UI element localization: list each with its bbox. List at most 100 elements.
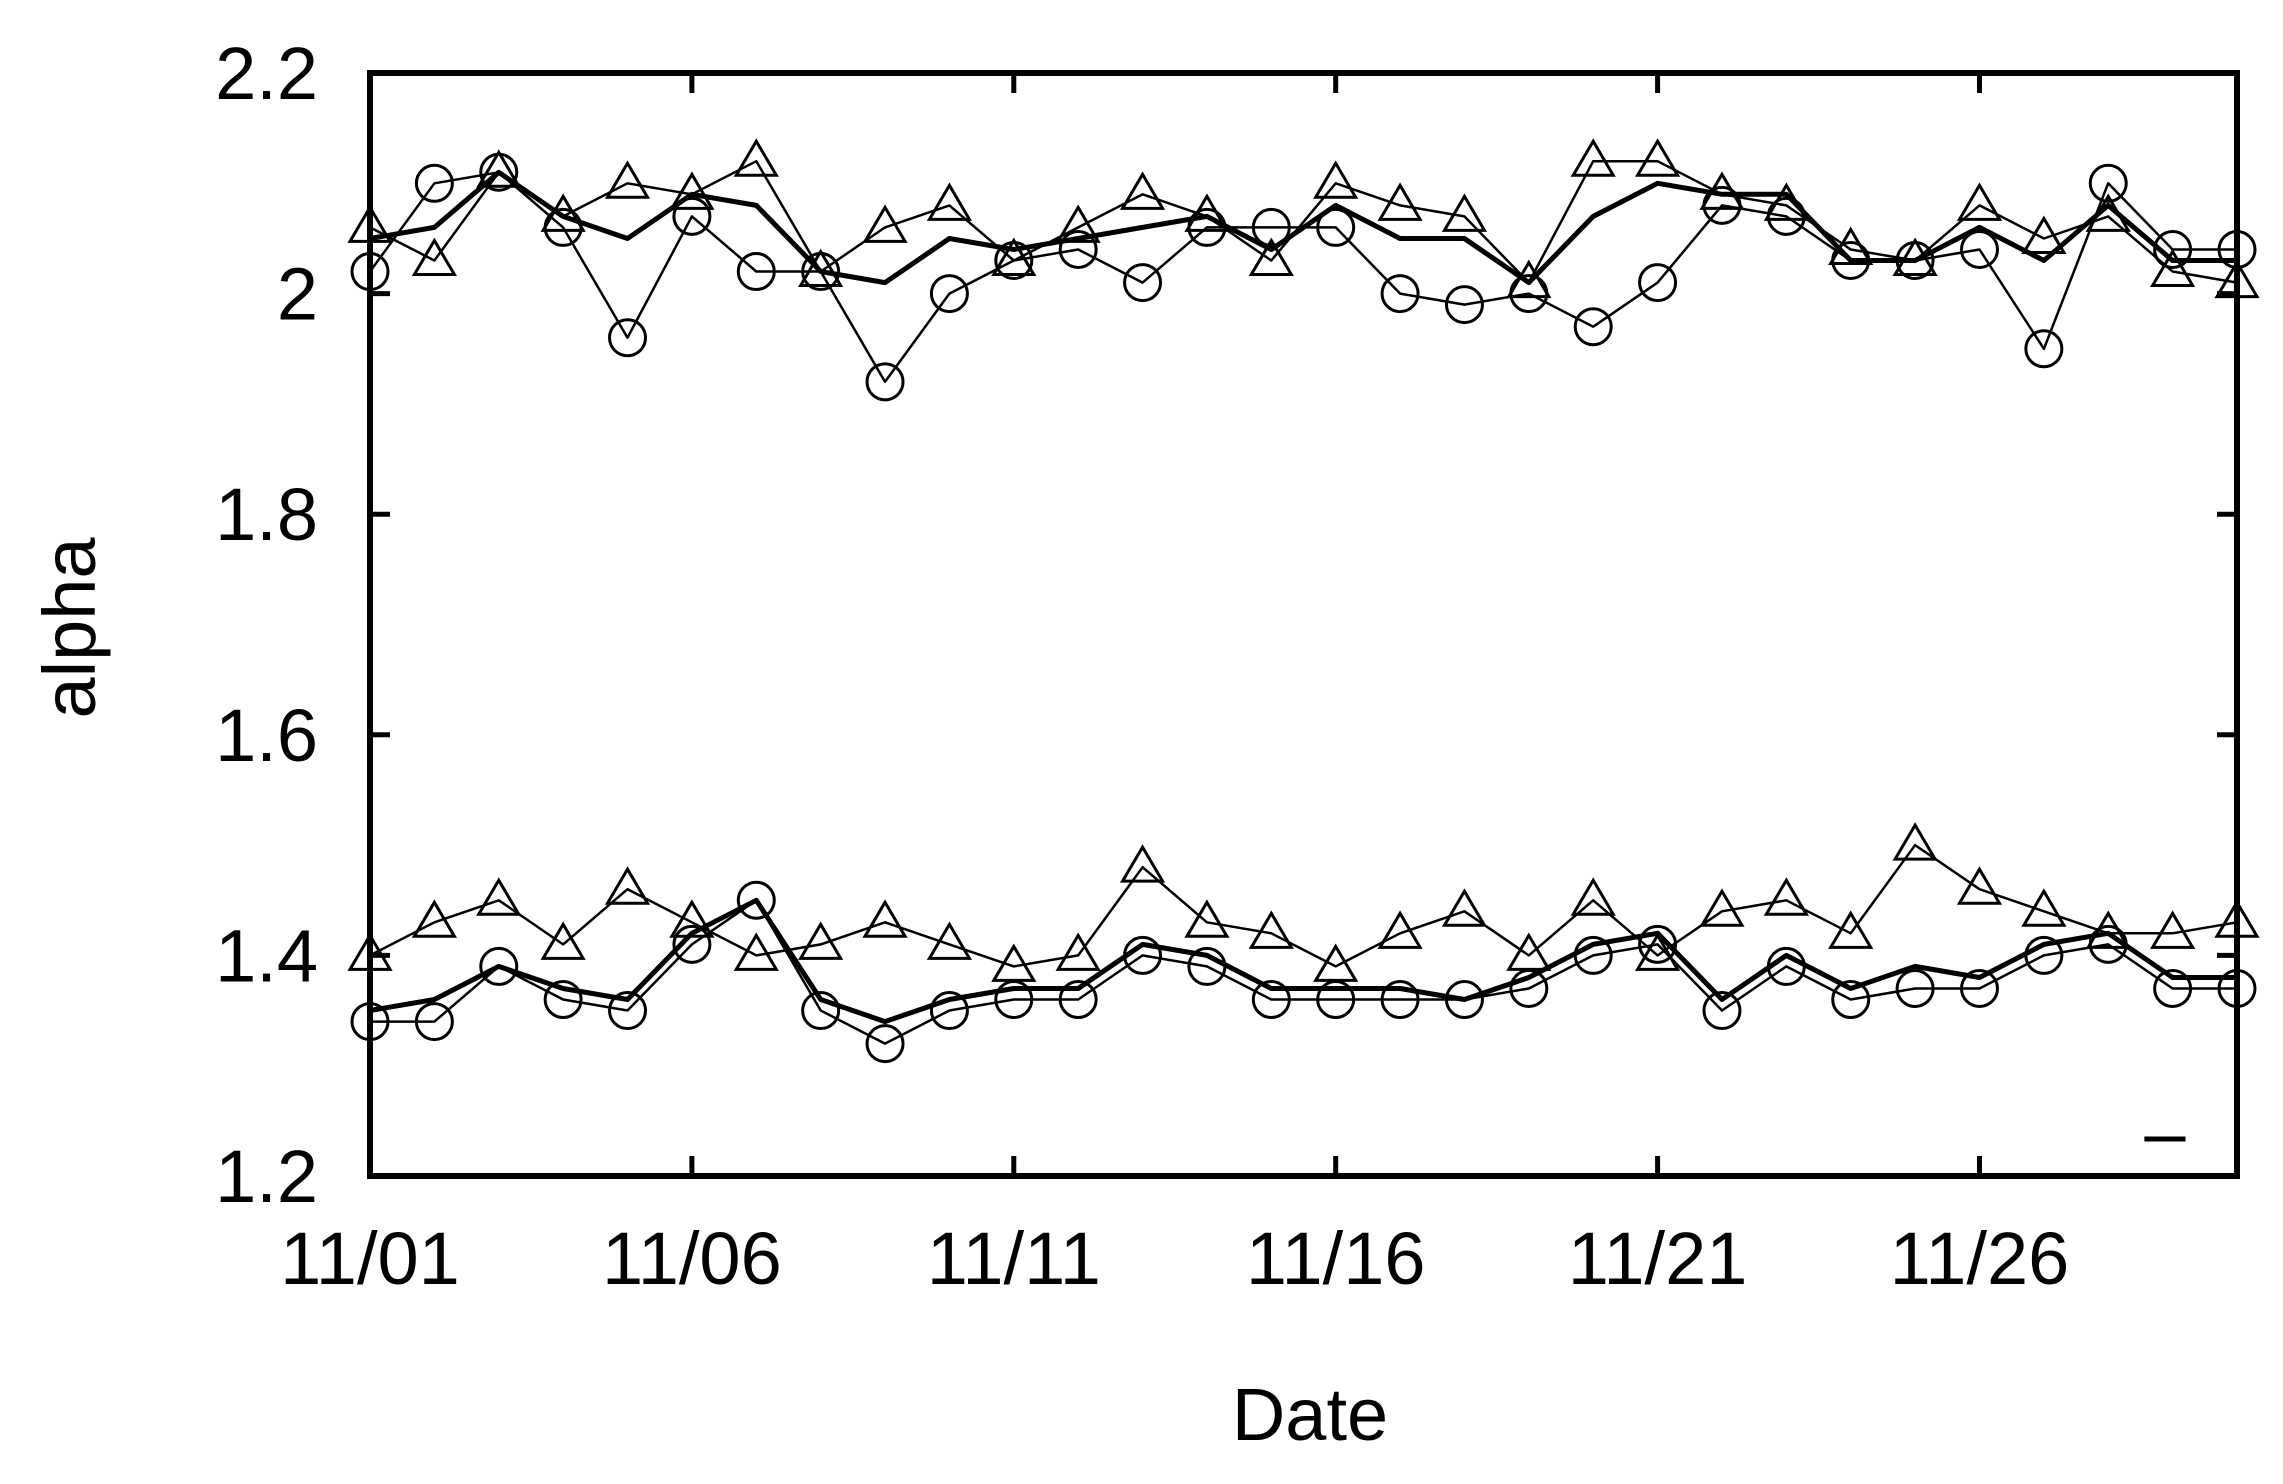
triangle-marker [1828,910,1874,949]
triangle-marker [991,237,1037,277]
triangle-marker [2021,215,2067,254]
triangle-marker [476,149,522,188]
circle-marker [1380,274,1420,314]
series-group [347,138,2260,1064]
triangle-marker [1184,193,1230,232]
y-tick-label: 1.6 [215,694,318,777]
triangle-marker [604,160,651,199]
triangle-marker [862,204,908,243]
circle-marker [608,318,648,358]
series-4 [350,880,2257,1064]
legend-sample: – [2144,1091,2186,1174]
y-tick-label: 2 [277,253,318,336]
circle-marker [1638,263,1678,303]
triangle-marker [476,877,522,916]
circle-marker [1123,263,1163,303]
series-6 [369,897,2237,1025]
plot-frame [367,70,2240,1179]
triangle-marker [991,943,1037,982]
triangle-marker [1506,259,1552,299]
triangle-marker [1699,888,1745,927]
circle-marker [865,362,905,402]
triangle-marker [1055,932,1101,971]
triangle-marker [604,866,651,905]
x-tick-label: 11/11 [927,1217,1101,1300]
circle-marker [1831,980,1871,1020]
circle-marker [929,274,969,314]
circle-marker [2088,163,2128,203]
y-tick-label: 1.8 [215,473,318,556]
tick-labels: 1.2 1.4 1.6 1.8 2 2.2 11/01 11/06 11/11 11/16 11/2… [215,32,2069,1300]
triangle-marker [1506,932,1552,971]
circle-marker [865,1024,905,1064]
circle-marker [1251,980,1291,1020]
triangle-marker [1377,182,1423,221]
series-line [369,169,2237,286]
triangle-marker [1184,899,1230,938]
circle-marker [1251,207,1291,247]
y-tick-label: 1.2 [215,1135,318,1218]
triangle-marker [1763,877,1809,916]
triangle-marker [733,932,779,971]
x-tick-label: 11/21 [1568,1217,1748,1300]
circle-marker [414,163,454,203]
y-tick-label: 1.4 [215,914,318,997]
triangle-marker [540,921,586,960]
triangle-marker [798,248,844,288]
triangle-marker [2021,888,2067,927]
y-axis-title: alpha [28,537,111,719]
circle-marker [1895,968,1935,1008]
series-5 [347,822,2260,982]
triangle-marker [1634,138,1681,177]
triangle-marker [1313,943,1359,982]
circle-marker [929,991,969,1031]
circle-marker [1959,968,1999,1008]
triangle-marker [2149,910,2196,949]
circle-marker [479,946,519,986]
x-tick-label: 11/06 [602,1217,782,1300]
circle-marker [1959,229,1999,269]
triangle-marker [1634,932,1681,971]
series-3 [369,169,2237,286]
triangle-marker [1119,171,1166,210]
series-line [369,843,2238,968]
triangle-marker [1055,204,1101,243]
triangle-marker [1248,237,1294,277]
x-axis-title: Date [1232,1373,1388,1456]
series-line [368,171,2237,384]
triangle-marker [540,193,586,232]
circle-marker [1380,980,1420,1020]
triangle-marker [2085,910,2131,949]
circle-marker [2024,329,2064,369]
series-1 [350,152,2257,402]
triangle-marker [2149,248,2196,288]
circle-marker [1702,991,1742,1031]
triangle-marker [798,921,844,960]
triangle-marker [1441,193,1488,232]
circle-marker [1058,980,1098,1020]
triangle-marker [1119,844,1166,883]
circle-marker [2153,229,2193,269]
triangle-marker [733,138,779,177]
circle-marker [1058,229,1098,269]
triangle-marker [411,899,458,938]
circle-marker [801,991,841,1031]
circle-marker [543,980,583,1020]
circle-marker [608,991,648,1031]
triangle-marker [1313,160,1359,199]
x-tick-label: 11/01 [280,1217,460,1300]
triangle-marker [1956,866,2003,905]
series-line [370,899,2237,1045]
triangle-marker [1956,182,2003,221]
y-tick-label: 2.2 [215,32,318,115]
triangle-marker [1441,888,1488,927]
x-tick-label: 11/16 [1246,1217,1426,1300]
x-tick-label: 11/26 [1890,1217,2070,1300]
triangle-marker [1248,910,1294,949]
circle-marker [414,1002,454,1042]
circle-marker [736,880,776,920]
circle-marker [736,252,776,292]
circle-marker [1444,980,1484,1020]
triangle-marker [1377,910,1423,949]
